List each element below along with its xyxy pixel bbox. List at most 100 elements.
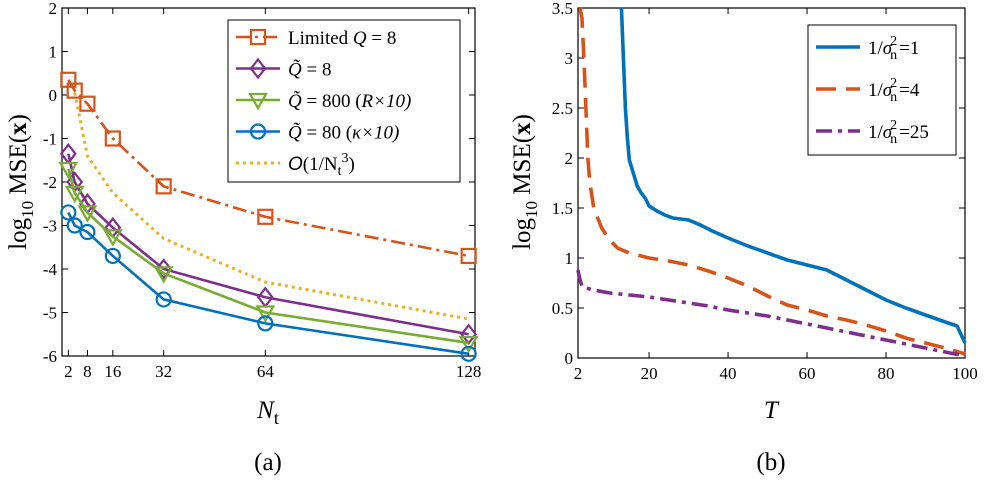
a-legend-part: R×10): [361, 91, 412, 112]
a-series-line-2: [67, 168, 469, 345]
b-ylabel-x: x: [509, 122, 536, 135]
b-legend-sup: 2: [890, 76, 897, 91]
a-legend-part: = 8: [367, 28, 397, 49]
a-legend-marker-0: [249, 28, 267, 46]
a-legend-o: O: [288, 154, 303, 175]
a-legend-label-1: Q̃ = 8: [288, 59, 331, 80]
a-point-0-3: [104, 130, 121, 147]
b-series-line-0: [619, 7, 967, 344]
b-xtick-label: 40: [720, 364, 737, 383]
b-legend-sup: 2: [890, 34, 897, 49]
a-point-2-3: [102, 229, 123, 247]
a-point-2-2: [77, 205, 98, 223]
a-ytick-label: 0: [49, 86, 58, 105]
b-legend-label-0: 1/σn2 =1: [868, 34, 919, 63]
b-legend-part: 1/: [868, 122, 884, 143]
b-ylabel-sub: 10: [522, 201, 541, 218]
b-xlabel: T: [764, 397, 780, 424]
a-point-2-4: [153, 266, 174, 284]
b-ytick-label: 0: [565, 349, 574, 368]
b-legend-part: 1/: [868, 38, 884, 59]
a-legend-label-2: Q̃ = 800 (R×10): [288, 91, 411, 112]
a-legend-part: = 800 (: [302, 91, 362, 112]
a-xlabel-n: N: [256, 397, 275, 424]
a-point-2-1: [64, 185, 85, 204]
a-xtick-label: 2: [64, 362, 73, 381]
a-legend-part: = 80 (: [302, 123, 352, 144]
b-ytick-label: 1.5: [552, 199, 573, 218]
a-xtick-label: 16: [104, 362, 121, 381]
b-xtick-label: 2: [574, 364, 583, 383]
a-legend-part: Q̃: [288, 91, 302, 112]
a-legend-part: ): [349, 154, 355, 175]
a-point-0-2: [79, 95, 96, 112]
b-ylabel-mse: MSE(: [509, 135, 536, 201]
a-legend-sup: 3: [342, 151, 349, 166]
a-xlabel-sub: t: [274, 408, 279, 428]
a-series-line-0: [67, 79, 469, 258]
a-legend-part: = 8: [302, 60, 332, 81]
a-ytick-label: -4: [43, 260, 58, 279]
b-ytick-label: 3: [565, 49, 574, 68]
b-plot-frame: [577, 7, 966, 359]
b-series-line-1: [578, 7, 966, 356]
a-xtick-label: 8: [83, 362, 92, 381]
a-legend-label-0: Limited Q = 8: [288, 28, 396, 49]
a-point-3-6: [460, 345, 477, 362]
a-ylabel-mse: MSE(: [5, 135, 32, 201]
a-point-3-4: [155, 291, 172, 308]
a-series-line-4: [73, 92, 469, 321]
b-caption: (b): [756, 449, 785, 476]
b-xtick-label: 100: [952, 364, 978, 383]
b-ylabel: log10 MSE(x): [509, 114, 541, 250]
a-point-2-0: [58, 161, 79, 180]
b-legend-value: =1: [899, 38, 919, 59]
a-xtick-label: 32: [155, 362, 172, 381]
b-ytick-label: 2: [565, 149, 574, 168]
a-ytick-label: -3: [43, 217, 57, 236]
a-point-3-3: [104, 247, 121, 265]
a-ytick-label: -6: [43, 347, 57, 366]
a-ytick-label: -5: [43, 304, 57, 323]
a-caption: (a): [254, 449, 282, 476]
b-ytick-label: 3.5: [552, 0, 573, 18]
b-legend-label-2: 1/σn2 =25: [868, 118, 929, 147]
a-xtick-label: 128: [456, 362, 482, 381]
a-point-0-4: [155, 178, 172, 195]
b-ylabel-log: log: [509, 217, 536, 249]
a-legend-part: Q̃: [288, 59, 302, 80]
a-ylabel-x: x: [5, 122, 32, 135]
b-legend-part: 1/: [868, 80, 884, 101]
b-series-line-2: [576, 269, 966, 358]
b-legend-sub: n: [890, 90, 897, 105]
a-legend-sub: t: [338, 164, 342, 179]
b-legend-value: =25: [899, 122, 929, 143]
a-point-2-5: [255, 305, 276, 323]
a-point-3-5: [257, 315, 274, 332]
a-legend-part: Q: [353, 28, 367, 49]
a-legend-part: κ×10): [352, 123, 399, 144]
a-legend-part: Q̃: [288, 122, 302, 143]
a-point-3-1: [66, 217, 83, 234]
b-legend-sigma: σ: [883, 80, 893, 101]
b-legend-label-1: 1/σn2 =4: [868, 76, 920, 105]
a-point-3-0: [60, 204, 77, 221]
a-ytick-label: -2: [43, 173, 57, 192]
a-ylabel: log10 MSE(x): [5, 114, 37, 250]
a-legend-marker-2: [248, 92, 268, 111]
a-series-line-3: [67, 211, 469, 356]
b-ytick-label: 1: [565, 249, 574, 268]
a-legend-label-4: O(1/Nt3): [288, 151, 355, 179]
a-ytick-label: 1: [49, 43, 58, 62]
a-ylabel-log: log: [5, 217, 32, 249]
a-legend-label-3: Q̃ = 80 (κ×10): [288, 122, 399, 143]
b-xtick-label: 20: [641, 364, 658, 383]
b-legend-sub: n: [890, 48, 897, 63]
a-point-0-6: [460, 247, 477, 265]
a-xlabel: Nt: [256, 397, 279, 428]
b-legend-sigma: σ: [883, 38, 893, 59]
b-legend-sup: 2: [890, 118, 897, 133]
